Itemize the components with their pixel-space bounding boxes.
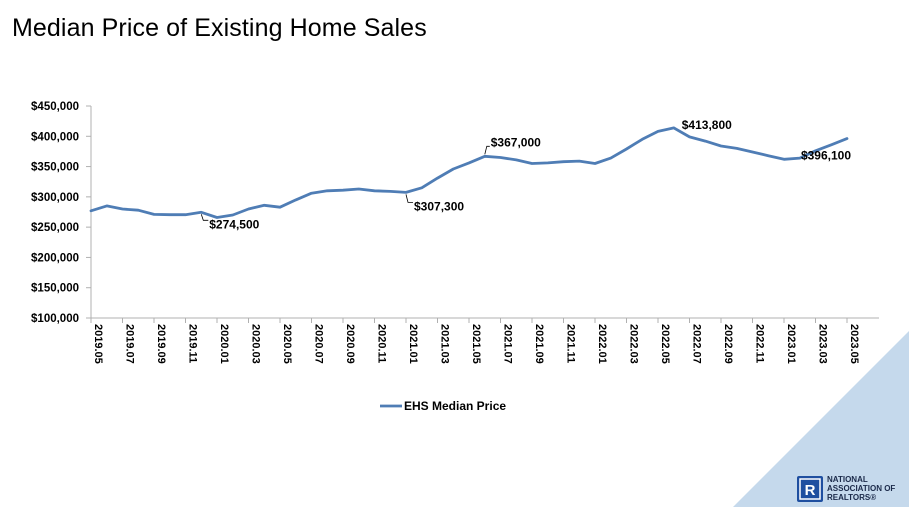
realtor-r-icon: R [797, 476, 823, 502]
y-tick-label: $450,000 [31, 101, 79, 113]
x-tick-label: 2021.11 [565, 324, 577, 363]
corner-triangle-decoration [733, 331, 909, 507]
y-tick-label: $200,000 [31, 252, 79, 264]
x-tick-label: 2023.03 [817, 324, 829, 364]
x-tick-label: 2019.07 [124, 324, 136, 364]
y-tick-label: $300,000 [31, 192, 79, 204]
x-axis: 2019.05 2019.07 2019.09 2019.11 2020.01 2020.… [90, 317, 879, 364]
logo-line-national: NATIONAL [827, 475, 868, 484]
annotation-label: $367,000 [491, 135, 541, 149]
x-tick-label: 2019.11 [187, 324, 199, 363]
annotation-label: $274,500 [209, 217, 259, 231]
svg-text:R: R [805, 482, 816, 499]
x-tick-label: 2022.07 [691, 324, 703, 364]
series-layer [89, 126, 849, 219]
annotation-label: $413,800 [682, 118, 732, 132]
logo-line-realtors: REALTORS® [827, 493, 877, 502]
x-tick-label: 2019.09 [155, 324, 167, 364]
x-tick-label: 2020.09 [344, 324, 356, 364]
series-line-ehs-median-price[interactable] [89, 126, 849, 219]
x-tick-label: 2020.07 [313, 324, 325, 364]
annotation-layer: $274,500 $307,300 $367,000 $413,800 $396,100 [200, 118, 851, 231]
x-tick-label: 2021.01 [407, 324, 419, 364]
legend[interactable]: EHS Median Price [380, 399, 506, 413]
x-tick-label: 2022.03 [628, 324, 640, 364]
x-tick-label: 2023.05 [848, 324, 860, 364]
y-tick-label: $350,000 [31, 162, 79, 174]
x-tick-label: 2021.03 [439, 324, 451, 364]
x-tick-label: 2021.09 [533, 324, 545, 364]
annotation-leader-line [484, 145, 490, 155]
x-tick-label: 2022.05 [659, 324, 671, 364]
y-tick-label: $400,000 [31, 131, 79, 143]
y-tick-label: $150,000 [31, 283, 79, 295]
annotation-leader-line [405, 194, 413, 203]
x-tick-label: 2020.05 [281, 324, 293, 364]
logo-line-association: ASSOCIATION OF [827, 484, 896, 493]
annotation-label: $396,100 [801, 149, 851, 163]
legend-label: EHS Median Price [404, 399, 506, 413]
y-tick-label: $100,000 [31, 313, 79, 325]
x-tick-label: 2023.01 [785, 324, 797, 364]
x-tick-label: 2021.07 [502, 324, 514, 364]
x-tick-label: 2022.09 [722, 324, 734, 364]
y-axis: $100,000 $150,000 $200,000 $250,000 $300,000… [31, 101, 92, 325]
x-tick-label: 2019.05 [92, 324, 104, 364]
x-tick-label: 2022.11 [754, 324, 766, 363]
x-tick-label: 2021.05 [470, 324, 482, 364]
x-tick-label: 2020.11 [376, 324, 388, 363]
annotation-leader-line [200, 214, 209, 221]
x-tick-label: 2022.01 [596, 324, 608, 364]
annotation-label: $307,300 [414, 199, 464, 213]
page-title: Median Price of Existing Home Sales [12, 14, 427, 42]
y-tick-label: $250,000 [31, 222, 79, 234]
x-tick-label: 2020.01 [218, 324, 230, 364]
x-tick-label: 2020.03 [250, 324, 262, 364]
realtors-logo: R NATIONAL ASSOCIATION OF REALTORS® [797, 474, 909, 504]
logo-text: NATIONAL ASSOCIATION OF REALTORS® [827, 475, 895, 502]
